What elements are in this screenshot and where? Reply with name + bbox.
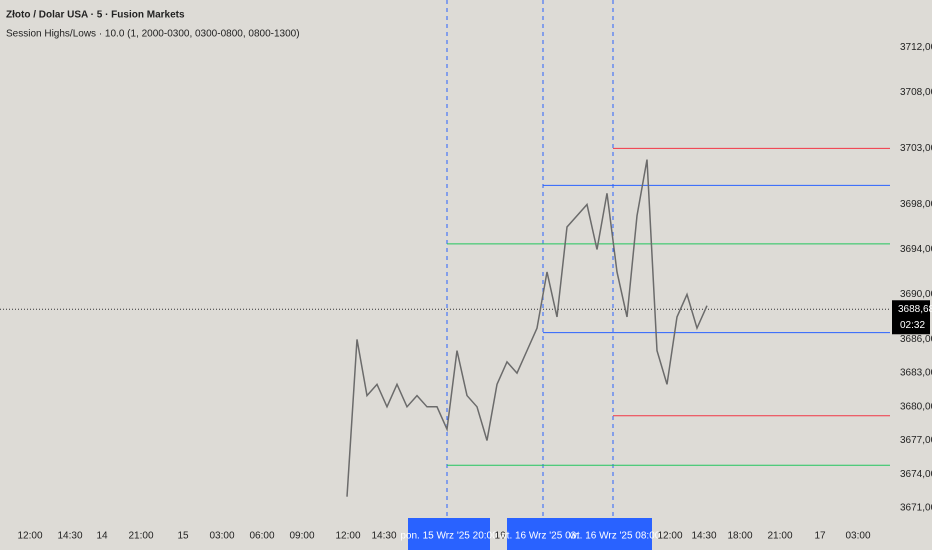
x-tick-label: 15 — [177, 531, 189, 542]
y-tick-label: 3690,00 — [900, 289, 932, 300]
x-tick-label: 12:00 — [657, 531, 682, 542]
y-tick-label: 3683,00 — [900, 368, 932, 379]
x-tick-label: 14:30 — [371, 531, 396, 542]
x-tick-label: 03:00 — [845, 531, 870, 542]
x-tick-label: 16 — [494, 531, 506, 542]
x-label-highlight — [507, 518, 578, 550]
x-tick-label: 17 — [814, 531, 826, 542]
last-price-box — [892, 300, 930, 335]
price-line — [346, 159, 708, 497]
y-tick-label: 3677,00 — [900, 435, 932, 446]
x-tick-label: 18:00 — [727, 531, 752, 542]
x-tick-label: pon. 15 Wrz '25 20:00 — [400, 531, 498, 542]
x-tick-label: 03:00 — [209, 531, 234, 542]
x-tick-label: 14 — [96, 531, 108, 542]
x-label-highlight — [408, 518, 490, 550]
y-tick-label: 3686,00 — [900, 334, 932, 345]
x-tick-label: 14:30 — [691, 531, 716, 542]
y-tick-label: 3671,00 — [900, 503, 932, 514]
countdown-label: 02:32 — [900, 320, 925, 331]
y-tick-label: 3712,00 — [900, 42, 932, 53]
x-label-highlight — [578, 518, 652, 550]
x-tick-label: 12:00 — [17, 531, 42, 542]
chart-title: Złoto / Dolar USA · 5 · Fusion Markets — [6, 10, 185, 21]
indicator-label: Session Highs/Lows · 10.0 (1, 2000-0300,… — [6, 29, 300, 40]
y-tick-label: 3703,00 — [900, 143, 932, 154]
y-tick-label: 3698,00 — [900, 199, 932, 210]
x-tick-label: 14:30 — [57, 531, 82, 542]
x-tick-label: wt. 16 Wrz '25 03:0 — [498, 531, 585, 542]
y-tick-label: 3708,00 — [900, 87, 932, 98]
x-tick-label: 21:00 — [128, 531, 153, 542]
x-tick-label: 06:00 — [249, 531, 274, 542]
x-tick-label: 12:00 — [335, 531, 360, 542]
x-tick-label: 09:00 — [289, 531, 314, 542]
x-tick-label: wt. 16 Wrz '25 08:00 — [569, 531, 661, 542]
last-price-label: 3688,68 — [898, 304, 932, 315]
y-tick-label: 3680,00 — [900, 401, 932, 412]
x-tick-label: 21:00 — [767, 531, 792, 542]
y-tick-label: 3694,00 — [900, 244, 932, 255]
y-tick-label: 3674,00 — [900, 469, 932, 480]
